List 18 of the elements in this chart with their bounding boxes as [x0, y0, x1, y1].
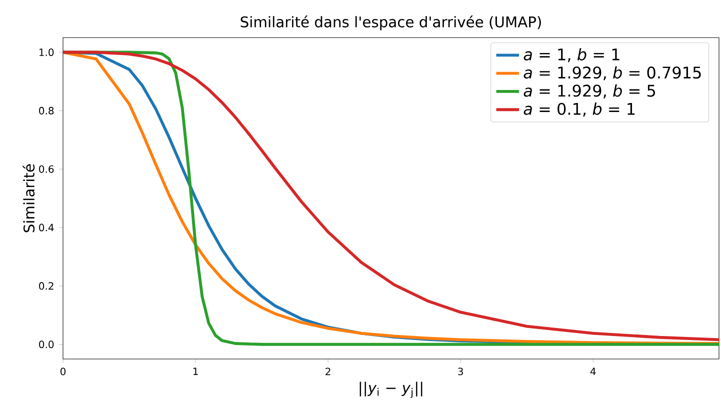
y-tick-label: 0.6: [39, 165, 54, 173]
y-tick-label: 1.0: [40, 48, 54, 56]
y-tick-label: 0.4: [39, 224, 54, 232]
chart-title: Similarité dans l'espace d'arrivée (UMAP): [240, 16, 541, 30]
x-tick-label: 2: [326, 368, 330, 376]
y-tick-label: 0.2: [39, 282, 54, 290]
y-tick-label: 0.8: [39, 106, 54, 114]
legend-label: a = 1, b = 1: [524, 48, 620, 62]
y-tick-label: 0.0: [39, 340, 54, 348]
legend-label: a = 1.929, b = 0.7915: [524, 66, 701, 80]
x-tick-label: 4: [590, 368, 596, 375]
legend-label: a = 0.1, b = 1: [524, 102, 635, 117]
x-tick-label: 3: [458, 368, 463, 376]
y-axis-title: Similarité: [22, 164, 35, 232]
legend-label: a = 1.929, b = 5: [524, 84, 656, 98]
x-axis-title: ||y$_{i}$ − y$_{j}$||: [360, 382, 422, 398]
x-tick-label: 0: [60, 368, 66, 376]
x-tick-label: 1: [193, 368, 198, 375]
